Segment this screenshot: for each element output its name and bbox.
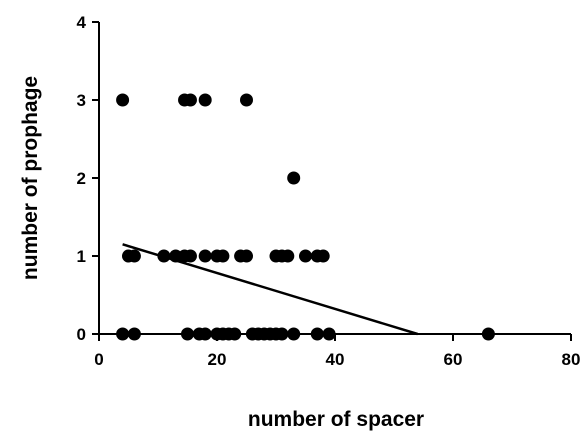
data-point	[299, 249, 312, 263]
data-point	[281, 249, 295, 263]
data-point	[322, 327, 336, 341]
x-tick-label: 60	[444, 350, 463, 369]
data-point	[310, 327, 324, 341]
data-point	[181, 327, 194, 341]
data-point	[240, 93, 253, 107]
data-point	[183, 249, 197, 263]
tick-marks	[92, 21, 572, 341]
x-axis-title: number of spacer	[248, 408, 424, 431]
y-tick-label: 4	[77, 13, 87, 32]
data-point	[198, 93, 212, 107]
data-point	[183, 93, 197, 107]
y-tick-label: 0	[77, 325, 86, 344]
data-point	[316, 249, 330, 263]
y-tick-label: 1	[77, 247, 86, 266]
data-point	[216, 249, 230, 263]
data-point	[116, 93, 130, 107]
tick-labels: 0 20 40 60 80 0 1 2 3 4	[77, 13, 581, 369]
data-point	[116, 327, 130, 341]
y-axis-title: number of prophage	[19, 76, 42, 280]
x-tick-label: 20	[208, 350, 227, 369]
data-point	[240, 249, 253, 263]
data-point	[127, 249, 141, 263]
x-tick-label: 40	[326, 350, 345, 369]
data-point	[127, 327, 141, 341]
data-point	[287, 327, 301, 341]
x-tick-label: 0	[94, 350, 103, 369]
y-tick-label: 3	[77, 91, 86, 110]
data-point	[287, 171, 301, 185]
data-point	[198, 327, 212, 341]
axes	[98, 22, 571, 335]
data-point	[157, 249, 171, 263]
y-tick-label: 2	[77, 169, 86, 188]
data-points	[116, 93, 495, 341]
x-tick-label: 80	[562, 350, 581, 369]
data-point	[228, 327, 242, 341]
data-point	[198, 249, 212, 263]
data-point	[481, 327, 495, 341]
data-point	[275, 327, 289, 341]
